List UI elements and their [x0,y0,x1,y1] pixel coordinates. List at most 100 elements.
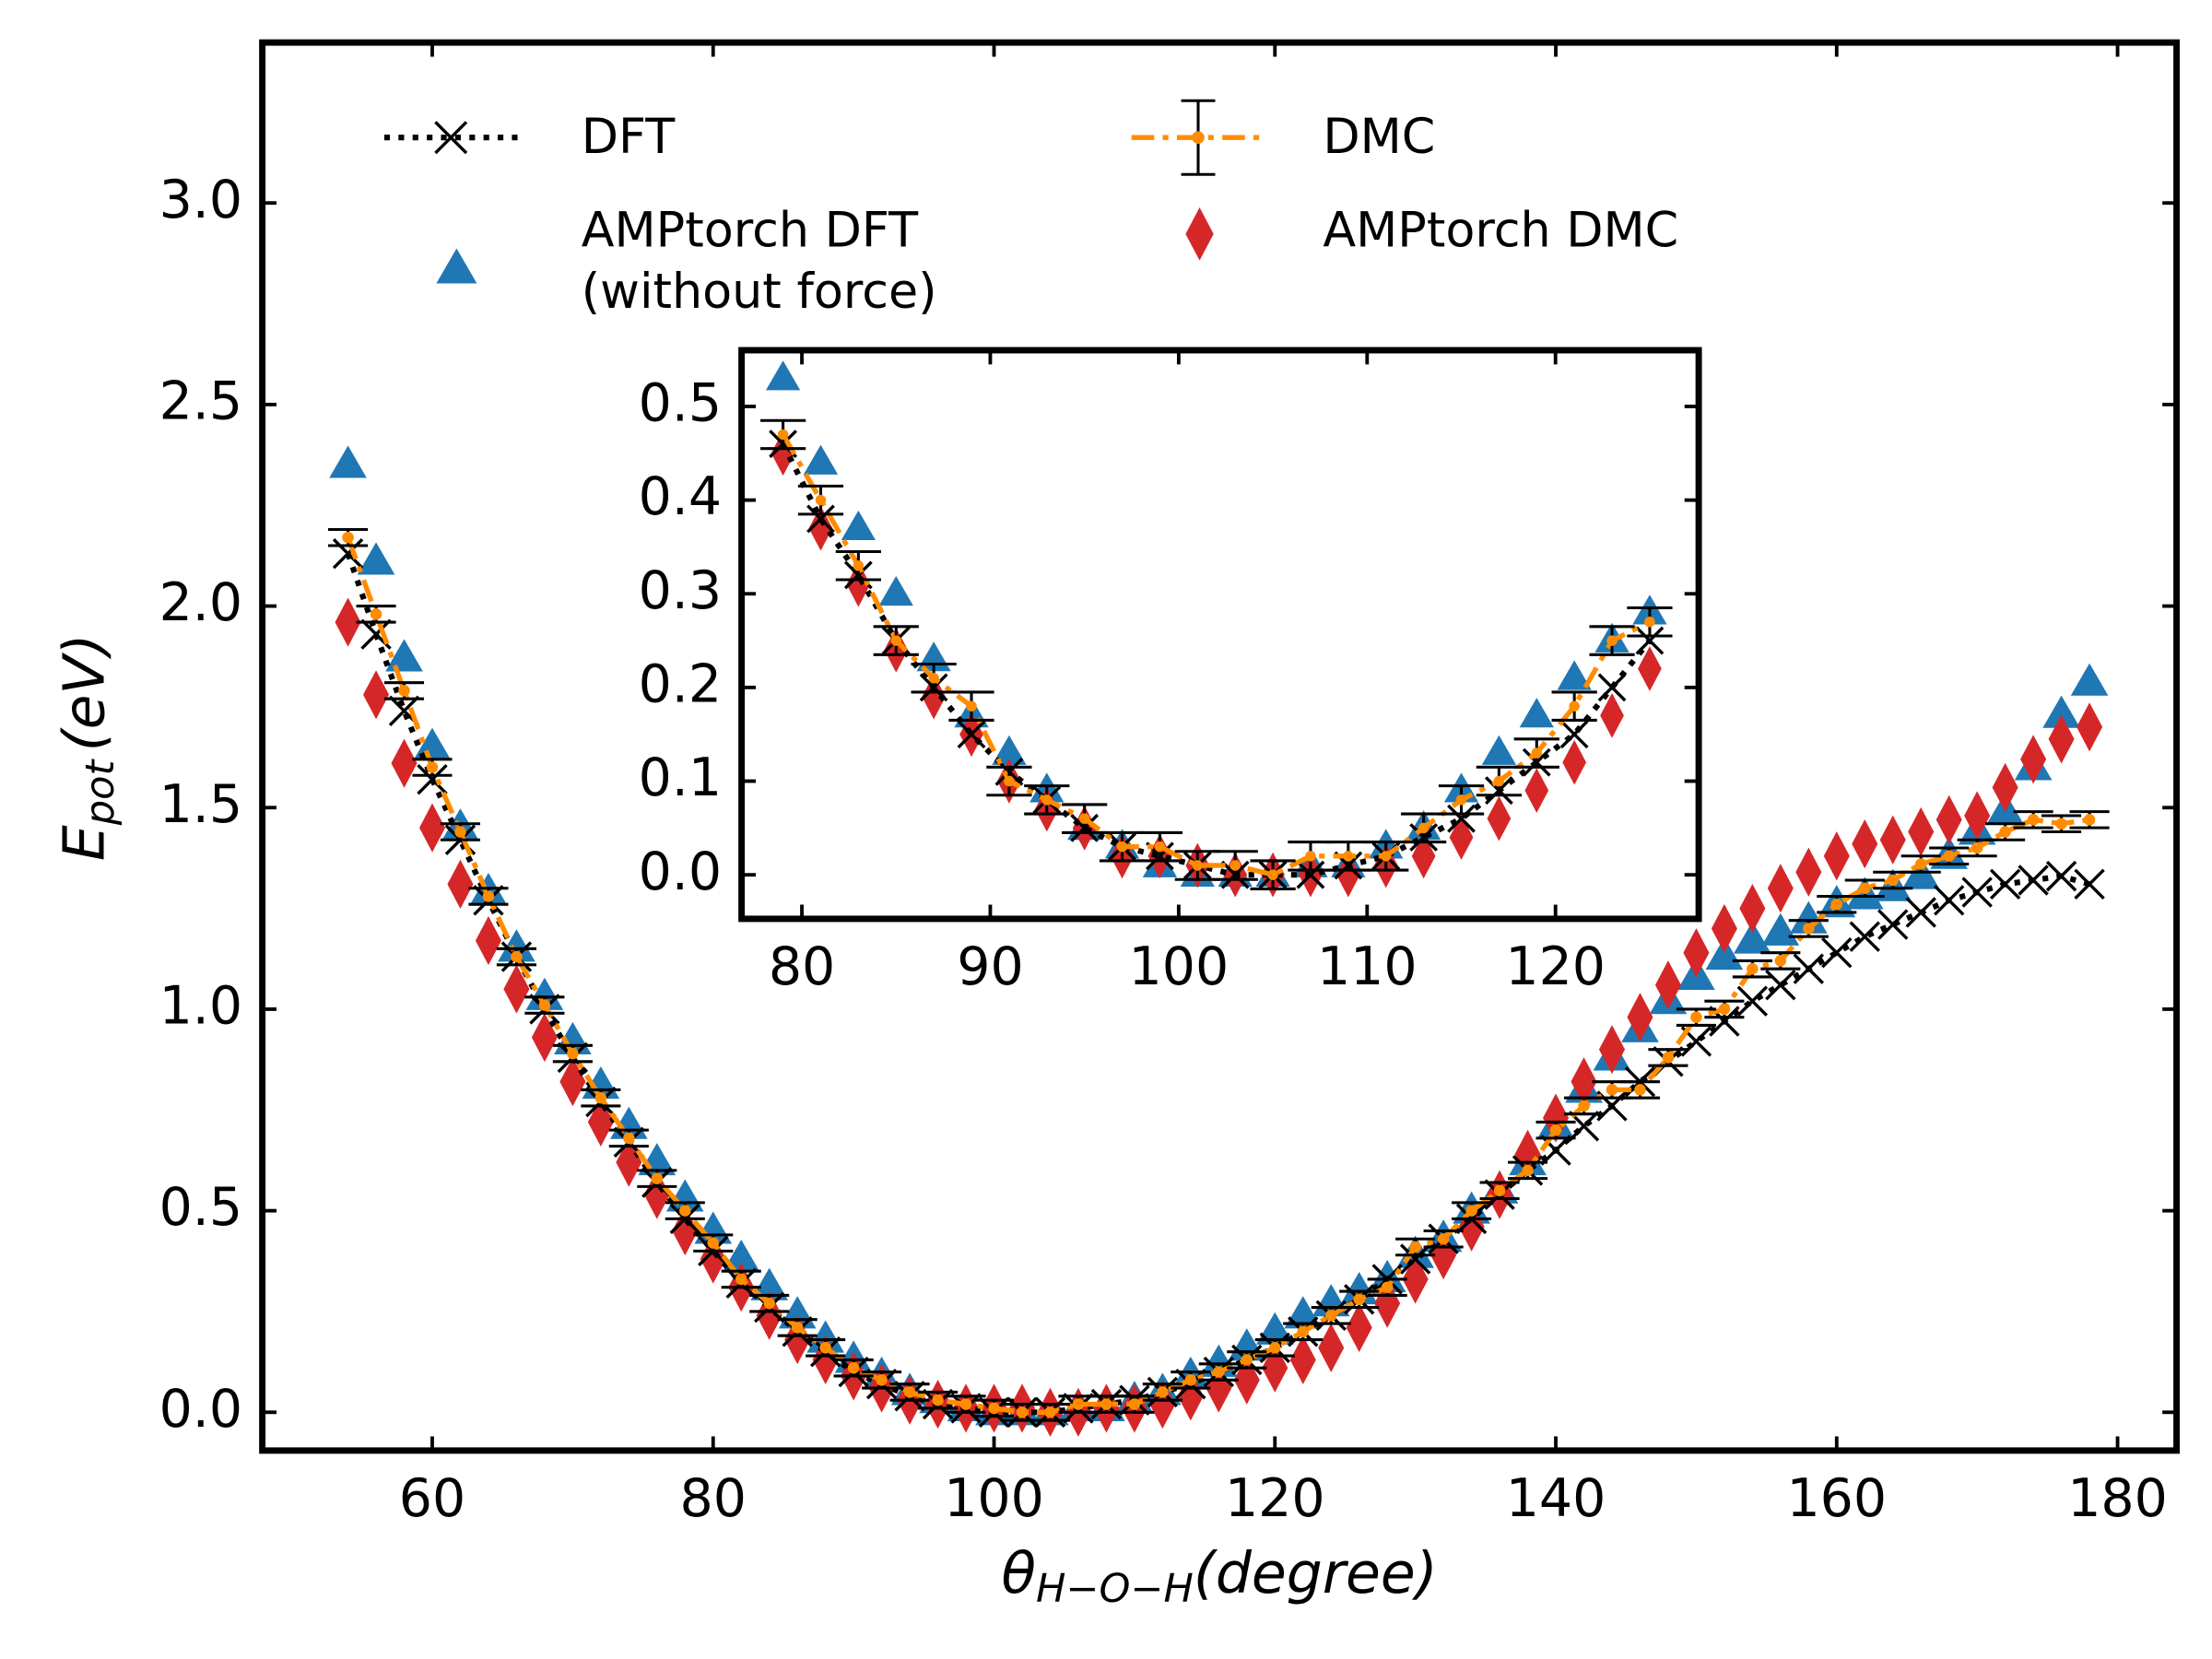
y-tick-label: 0.1 [639,747,722,808]
x-tick-label: 60 [399,1468,465,1529]
x-marker [1765,969,1796,1001]
x-tick-label: 120 [1225,1468,1325,1529]
dot-marker [426,761,439,773]
diamond-marker [1346,1302,1372,1353]
x-marker [1877,909,1909,940]
dot-marker [819,1342,831,1354]
x-marker [332,538,364,570]
dot-marker [454,826,466,838]
diamond-marker [335,597,361,647]
dot-marker [777,429,789,441]
dot-marker [815,494,827,506]
y-tick-label: 0.2 [639,654,722,715]
x-marker [1559,720,1589,749]
y-label-symbol: E [51,825,117,861]
legend-label: AMPtorch DMC [1323,203,1679,260]
dot-marker [1297,1325,1310,1338]
dot-marker [1465,1205,1477,1217]
dot-marker [538,999,551,1011]
dot-marker [482,890,495,902]
diamond-marker [1598,1025,1626,1075]
dot-marker [1324,1310,1337,1322]
dot-marker [988,1402,1000,1415]
x-marker [1821,937,1853,969]
x-tick-label: 120 [1505,936,1606,997]
diamond-marker [559,1057,586,1107]
triangle-marker [329,445,367,478]
diamond-marker [1767,864,1794,913]
dot-marker [1305,851,1316,862]
dot-marker [763,1297,775,1310]
dot-marker [1418,822,1430,834]
dot-marker [1343,851,1354,862]
y-tick-label: 0.4 [639,466,722,527]
triangle-marker [413,727,452,760]
diamond-marker [1654,960,1681,1010]
dot-marker [1644,616,1655,628]
diamond-marker [784,1314,811,1365]
dot-marker [791,1322,804,1334]
dot-marker [876,1374,888,1386]
dot-marker [1971,841,1983,854]
dot-marker [2083,814,2096,826]
x-marker [1933,885,1965,916]
x-tick-label: 160 [1786,1468,1887,1529]
dot-marker [1887,874,1900,887]
dot-marker [1662,1052,1675,1064]
triangle-marker [765,360,801,391]
diamond-marker [391,738,418,788]
dot-marker [1154,841,1166,853]
y-tick-label: 0.3 [639,560,722,621]
dot-marker [1268,1342,1281,1354]
x-marker [1793,953,1825,984]
triangle-marker [498,929,535,962]
diamond-marker [1542,1093,1570,1143]
triangle-marker [992,735,1027,765]
x-tick-label: 110 [1317,936,1418,997]
y-label-subscript: pot [76,759,123,827]
triangle-marker [357,542,395,575]
triangle-marker [1481,735,1517,765]
y-axis-label: Epot (eV) [51,633,123,861]
y-label-unit: (eV) [51,633,117,751]
y-tick-label: 2.5 [159,371,243,432]
x-marker [1296,860,1325,889]
dot-marker [1569,700,1580,712]
diamond-marker [447,859,474,909]
x-label-symbol: θ [1001,1540,1036,1606]
dot-marker [651,1172,664,1184]
x-marker [957,720,986,749]
x-tick-label: 180 [2067,1468,2168,1529]
dot-marker [903,1386,916,1398]
dot-marker [1437,1232,1450,1245]
dot-marker [623,1132,635,1145]
dot-marker [890,635,901,646]
triangle-marker [841,510,876,540]
dot-marker [1774,955,1787,967]
legend-label: DMC [1323,109,1436,166]
dot-marker [1353,1293,1365,1306]
dot-marker [1522,1164,1534,1177]
triangle-marker [1734,921,1771,954]
dot-marker [1606,635,1618,646]
diamond-marker [363,670,390,720]
legend-marker [436,248,477,284]
dot-marker [342,531,354,544]
triangle-marker [385,639,423,672]
dot-marker [1192,860,1204,871]
x-marker [1961,877,1993,908]
diamond-marker [1562,739,1587,785]
legend-entry: AMPtorch DFT (without force) [582,203,937,321]
dot-marker [1157,1386,1169,1398]
diamond-marker [1683,928,1710,978]
triangle-marker [1519,698,1554,728]
dot-marker [1531,747,1543,759]
dot-marker [678,1205,691,1217]
x-marker [417,763,448,795]
legend-label: DFT [581,109,676,166]
y-tick-label: 3.0 [159,170,243,230]
diamond-marker [1600,693,1624,738]
dot-marker [1381,1281,1394,1293]
x-marker [1597,673,1627,702]
